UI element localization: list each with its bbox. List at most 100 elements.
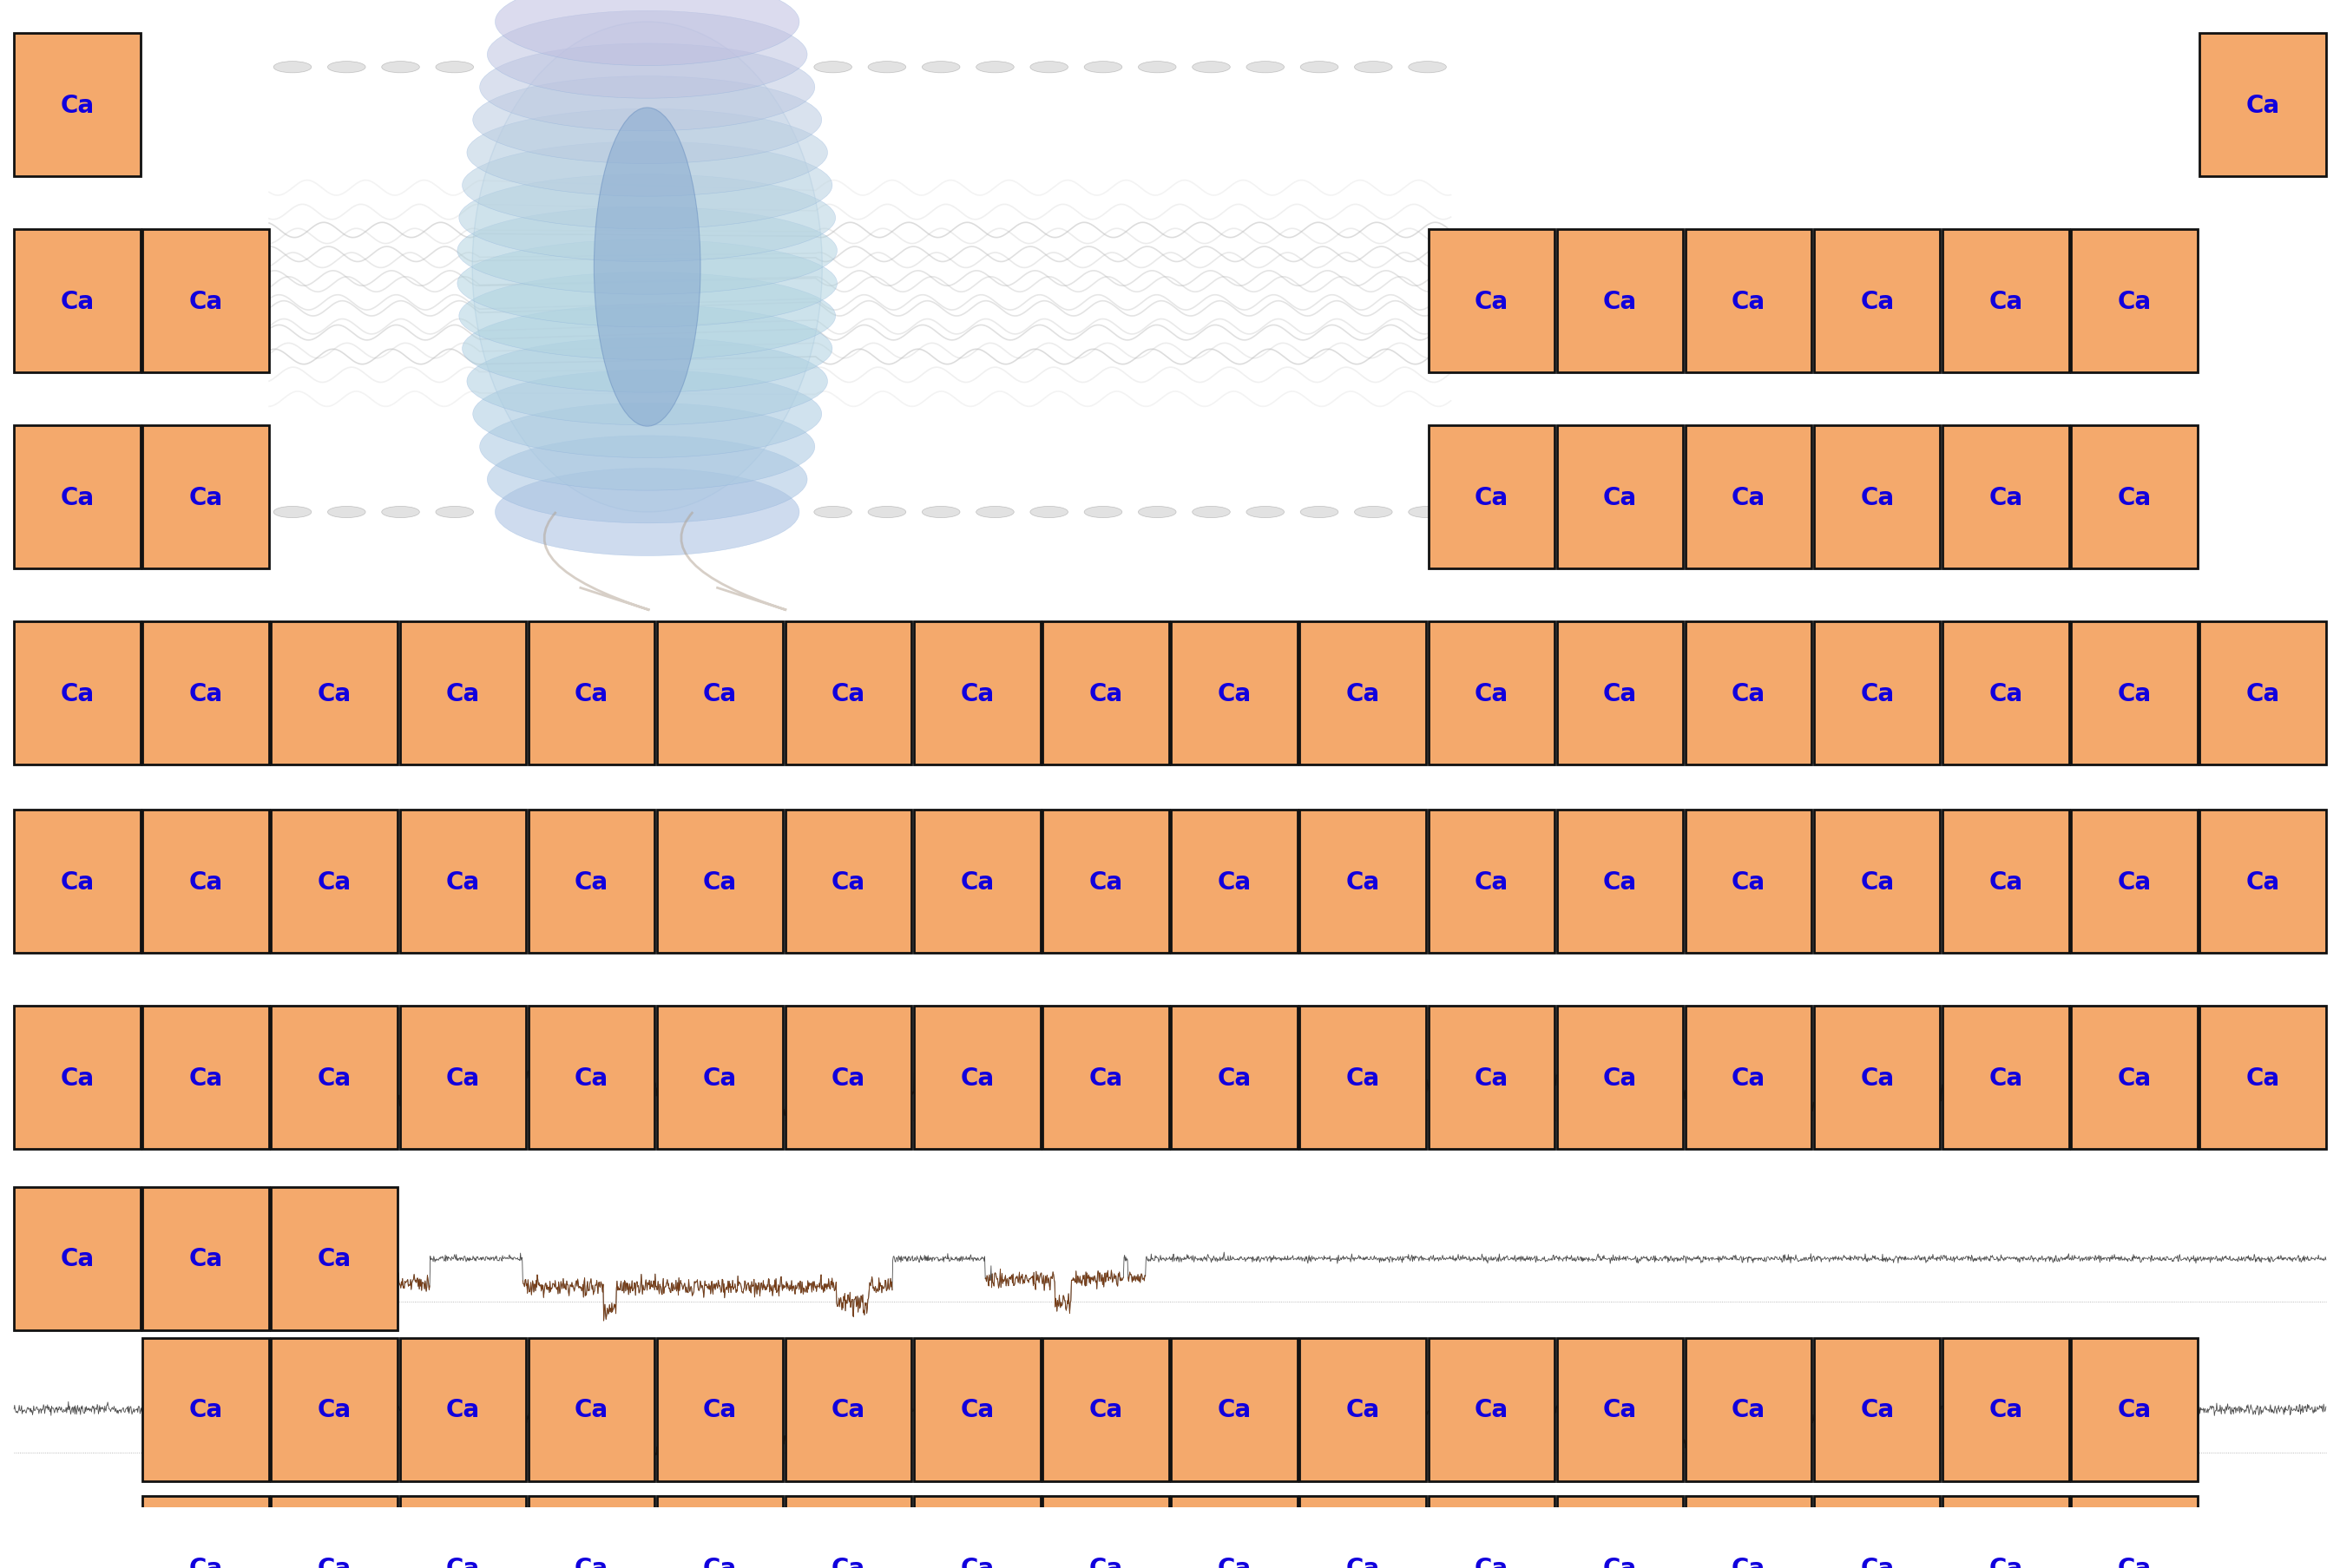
Text: Ca: Ca — [1217, 682, 1252, 706]
FancyBboxPatch shape — [143, 622, 269, 765]
FancyBboxPatch shape — [1427, 1007, 1554, 1149]
Text: Ca: Ca — [190, 870, 222, 894]
Text: Ca: Ca — [1732, 682, 1767, 706]
Text: Ca: Ca — [831, 1066, 866, 1090]
FancyBboxPatch shape — [1299, 1496, 1425, 1568]
Text: Ca: Ca — [1860, 870, 1893, 894]
Ellipse shape — [468, 110, 828, 198]
Ellipse shape — [1193, 506, 1231, 519]
Text: Ca: Ca — [831, 870, 866, 894]
Ellipse shape — [868, 506, 906, 519]
FancyBboxPatch shape — [143, 1187, 269, 1330]
Text: Ca: Ca — [1217, 1066, 1252, 1090]
FancyBboxPatch shape — [14, 622, 140, 765]
Text: Ca: Ca — [1860, 290, 1893, 314]
Ellipse shape — [328, 63, 365, 74]
Text: Ca: Ca — [1603, 870, 1638, 894]
Ellipse shape — [1030, 506, 1067, 519]
Text: Ca: Ca — [1989, 1555, 2022, 1568]
Ellipse shape — [459, 176, 835, 262]
Text: Ca: Ca — [1989, 682, 2022, 706]
FancyBboxPatch shape — [1427, 230, 1554, 373]
Text: Ca: Ca — [573, 1066, 608, 1090]
Text: Ca: Ca — [318, 1555, 351, 1568]
Text: Ca: Ca — [1860, 1397, 1893, 1422]
FancyBboxPatch shape — [271, 1496, 398, 1568]
Ellipse shape — [496, 0, 800, 66]
Text: Ca: Ca — [2118, 1555, 2150, 1568]
FancyBboxPatch shape — [1427, 1338, 1554, 1482]
Text: Ca: Ca — [1346, 1555, 1381, 1568]
Ellipse shape — [459, 273, 835, 361]
FancyBboxPatch shape — [1172, 1338, 1296, 1482]
Ellipse shape — [868, 63, 906, 74]
FancyBboxPatch shape — [786, 622, 913, 765]
FancyBboxPatch shape — [2071, 1338, 2197, 1482]
FancyBboxPatch shape — [786, 811, 913, 953]
FancyBboxPatch shape — [1942, 622, 2069, 765]
Text: Ca: Ca — [318, 1066, 351, 1090]
Text: Ca: Ca — [61, 1247, 94, 1272]
Ellipse shape — [435, 506, 473, 519]
FancyBboxPatch shape — [915, 622, 1041, 765]
FancyBboxPatch shape — [14, 230, 140, 373]
Text: Ca: Ca — [959, 1397, 994, 1422]
Text: Ca: Ca — [1603, 486, 1638, 510]
Text: Ca: Ca — [1989, 870, 2022, 894]
Ellipse shape — [463, 306, 833, 394]
Text: Ca: Ca — [1217, 1555, 1252, 1568]
Ellipse shape — [274, 506, 311, 519]
Text: Ca: Ca — [1217, 870, 1252, 894]
FancyBboxPatch shape — [915, 1496, 1041, 1568]
FancyBboxPatch shape — [658, 1338, 784, 1482]
FancyBboxPatch shape — [1556, 1007, 1682, 1149]
Text: Ca: Ca — [1346, 870, 1381, 894]
FancyBboxPatch shape — [1556, 426, 1682, 569]
Ellipse shape — [328, 506, 365, 519]
Text: Ca: Ca — [1603, 1066, 1638, 1090]
Ellipse shape — [1083, 506, 1123, 519]
Text: Ca: Ca — [831, 1397, 866, 1422]
FancyBboxPatch shape — [143, 811, 269, 953]
Text: Ca: Ca — [2118, 682, 2150, 706]
Text: Ca: Ca — [61, 290, 94, 314]
Ellipse shape — [487, 436, 807, 524]
Ellipse shape — [381, 506, 419, 519]
Text: Ca: Ca — [2118, 1397, 2150, 1422]
FancyBboxPatch shape — [1942, 426, 2069, 569]
FancyBboxPatch shape — [14, 811, 140, 953]
Text: Ca: Ca — [190, 1066, 222, 1090]
Text: Ca: Ca — [959, 1066, 994, 1090]
Text: Ca: Ca — [61, 870, 94, 894]
FancyBboxPatch shape — [529, 1007, 655, 1149]
FancyBboxPatch shape — [1814, 811, 1940, 953]
FancyBboxPatch shape — [2071, 1496, 2197, 1568]
Text: Ca: Ca — [1732, 1066, 1767, 1090]
Text: Ca: Ca — [2246, 682, 2279, 706]
Ellipse shape — [1409, 63, 1446, 74]
Text: Ca: Ca — [190, 1247, 222, 1272]
FancyBboxPatch shape — [1942, 230, 2069, 373]
Ellipse shape — [435, 63, 473, 74]
Text: Ca: Ca — [1732, 486, 1767, 510]
Text: Ca: Ca — [1732, 870, 1767, 894]
Ellipse shape — [1409, 506, 1446, 519]
FancyBboxPatch shape — [1299, 622, 1425, 765]
FancyBboxPatch shape — [1427, 622, 1554, 765]
FancyBboxPatch shape — [786, 1496, 913, 1568]
Text: Ca: Ca — [1474, 682, 1509, 706]
Text: Ca: Ca — [61, 486, 94, 510]
Ellipse shape — [496, 469, 800, 557]
FancyBboxPatch shape — [529, 1338, 655, 1482]
Text: Ca: Ca — [1088, 1066, 1123, 1090]
Text: Ca: Ca — [318, 682, 351, 706]
Ellipse shape — [274, 63, 311, 74]
Text: Ca: Ca — [831, 682, 866, 706]
Text: Ca: Ca — [959, 682, 994, 706]
Text: Ca: Ca — [190, 1397, 222, 1422]
Text: Ca: Ca — [1474, 1397, 1509, 1422]
Text: Ca: Ca — [1346, 1066, 1381, 1090]
Text: Ca: Ca — [573, 1397, 608, 1422]
FancyBboxPatch shape — [1814, 1007, 1940, 1149]
Ellipse shape — [487, 11, 807, 99]
